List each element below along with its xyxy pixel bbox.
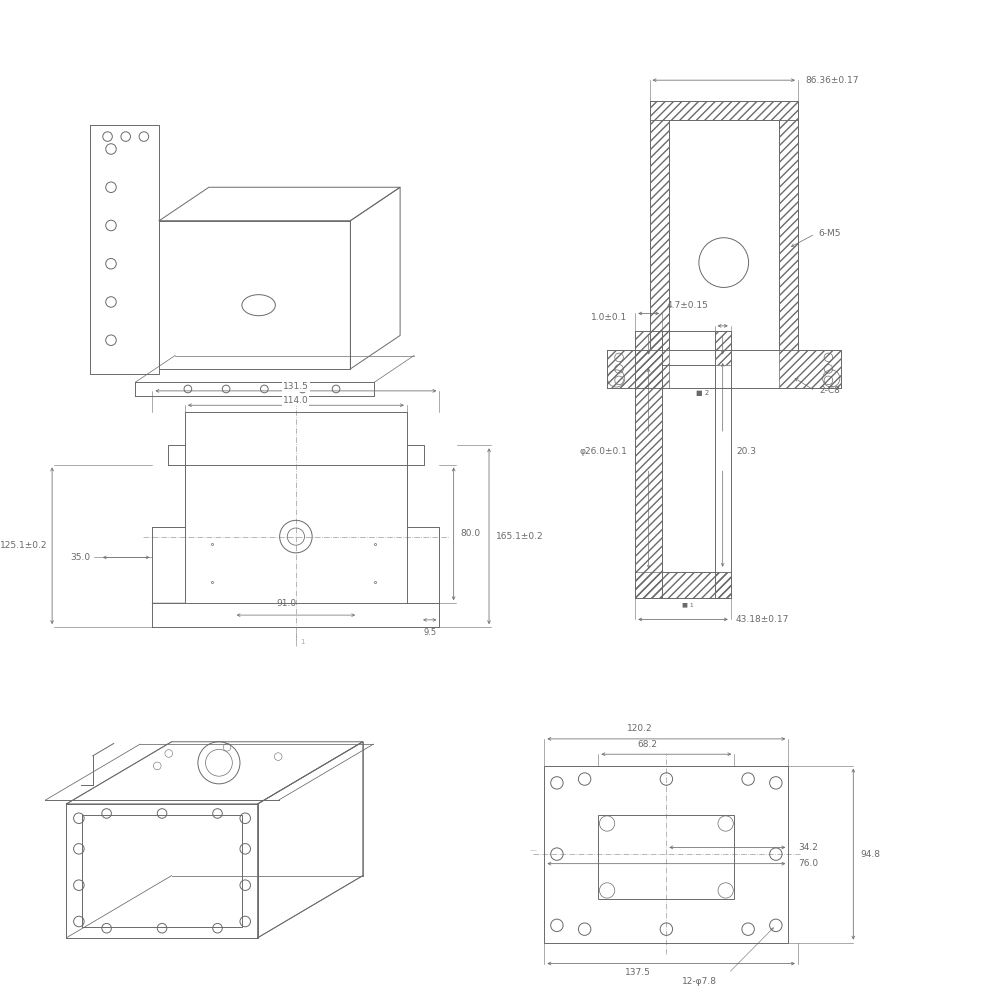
Text: 68.2: 68.2: [637, 740, 657, 749]
Bar: [650, 101, 798, 120]
Text: ■ 2: ■ 2: [696, 390, 709, 396]
Text: 12-φ7.8: 12-φ7.8: [682, 977, 717, 986]
Bar: [635, 331, 662, 598]
Bar: [544, 766, 788, 943]
Bar: [715, 572, 731, 598]
Text: 91.0: 91.0: [276, 599, 296, 608]
Text: 114.0: 114.0: [283, 396, 309, 405]
Text: 1: 1: [301, 639, 305, 645]
Text: 43.18±0.17: 43.18±0.17: [736, 615, 789, 624]
Text: 34.2: 34.2: [798, 843, 818, 852]
Text: 80.0: 80.0: [460, 529, 480, 538]
Text: 20.3: 20.3: [736, 447, 756, 456]
Text: φ26.0±0.1: φ26.0±0.1: [580, 447, 628, 456]
Bar: [779, 120, 798, 350]
Bar: [715, 331, 731, 365]
Text: 165.1±0.2: 165.1±0.2: [496, 532, 543, 541]
Text: 125.1±0.2: 125.1±0.2: [0, 541, 47, 550]
Text: 120.2: 120.2: [627, 724, 652, 733]
Text: 1.0±0.1: 1.0±0.1: [591, 313, 628, 322]
Text: 76.0: 76.0: [798, 859, 818, 868]
Text: 6-M5: 6-M5: [819, 229, 841, 238]
Text: —: —: [530, 847, 537, 853]
Bar: [779, 350, 841, 388]
Text: 94.8: 94.8: [860, 850, 880, 859]
Text: 9.5: 9.5: [423, 628, 436, 637]
Text: 131.5: 131.5: [283, 382, 309, 391]
Bar: [650, 120, 669, 350]
Bar: [598, 815, 734, 899]
Bar: [607, 350, 669, 388]
Text: 2-C8: 2-C8: [819, 386, 840, 395]
Bar: [635, 572, 731, 598]
Text: 35.0: 35.0: [70, 553, 90, 562]
Text: 86.36±0.17: 86.36±0.17: [805, 76, 859, 85]
Text: 4.7±0.15: 4.7±0.15: [667, 301, 709, 310]
Text: 137.5: 137.5: [625, 968, 651, 977]
Text: ■ 1: ■ 1: [682, 602, 694, 607]
